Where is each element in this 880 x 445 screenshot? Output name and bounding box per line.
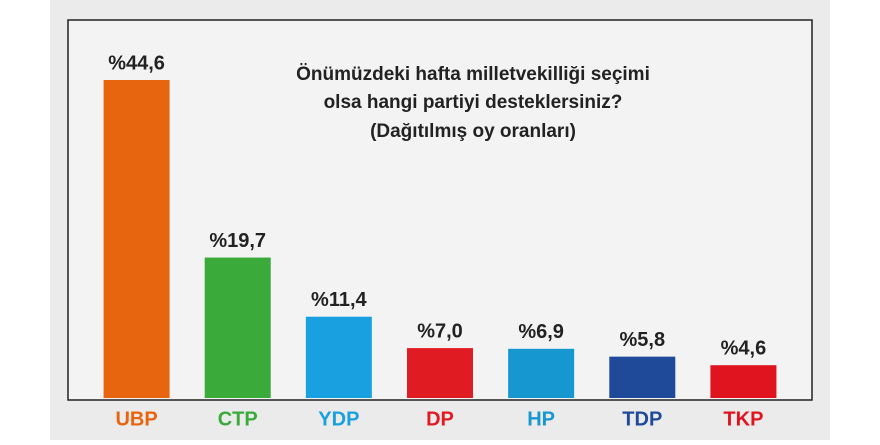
bar: [204, 257, 271, 398]
value-label: %19,7: [209, 230, 266, 252]
x-tick-label: DP: [426, 408, 454, 430]
bar: [407, 348, 473, 398]
x-tick-label: TDP: [622, 408, 662, 430]
bar: [508, 348, 575, 398]
bar: [609, 356, 676, 398]
value-label: %44,6: [108, 52, 165, 74]
chart-subtitle: (Dağıtılmış oy oranları): [370, 121, 576, 142]
plot-frame: [67, 19, 813, 401]
x-tick-label: CTP: [218, 408, 258, 430]
chart-title: olsa hangi partiyi desteklersiniz?: [324, 92, 623, 113]
bar: [710, 365, 777, 398]
bar: [103, 80, 170, 398]
x-tick-label: HP: [527, 408, 555, 430]
value-label: %5,8: [619, 329, 665, 351]
bar: [305, 316, 372, 398]
value-label: %11,4: [311, 289, 367, 311]
x-tick-label: UBP: [115, 408, 157, 430]
x-tick-label: YDP: [318, 408, 359, 430]
value-label: %6,9: [518, 321, 564, 343]
value-label: %7,0: [417, 320, 463, 342]
chart-title: Önümüzdeki hafta milletvekilliği seçimi: [296, 64, 650, 85]
value-label: %4,6: [721, 337, 767, 359]
x-tick-label: TKP: [723, 408, 763, 430]
